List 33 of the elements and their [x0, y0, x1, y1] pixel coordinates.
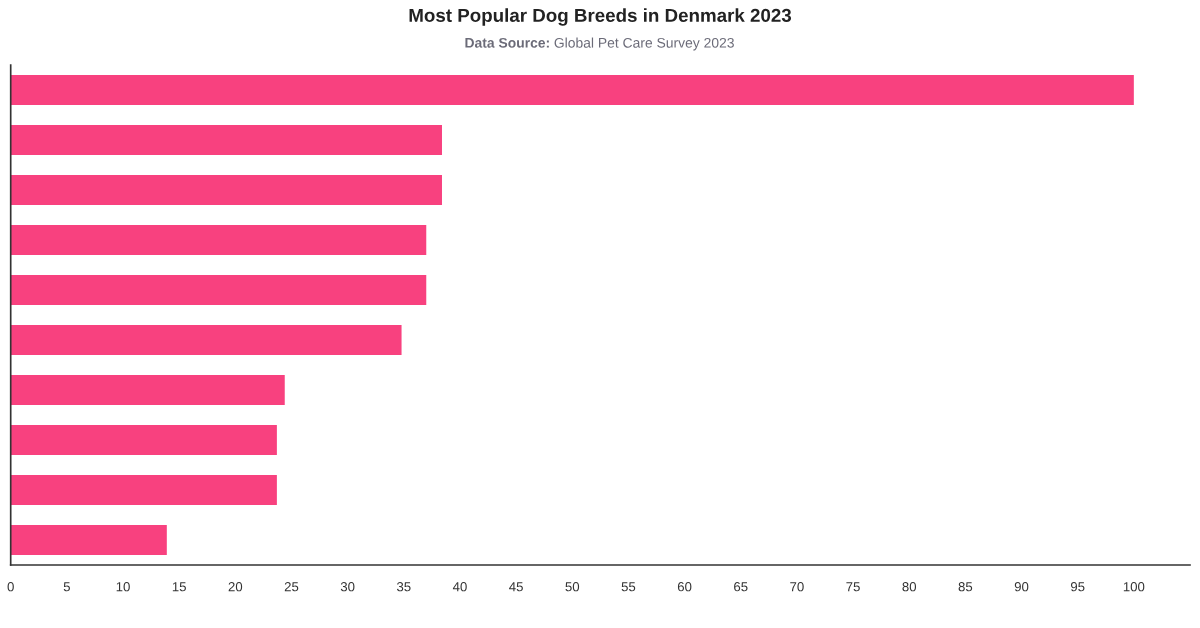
chart-subtitle: Data Source: Global Pet Care Survey 2023: [465, 37, 734, 51]
x-tick-label: 45: [509, 582, 523, 592]
x-tick-label: 60: [677, 582, 692, 592]
x-tick-label: 40: [452, 582, 467, 592]
bar: [10, 375, 285, 405]
chart-title: Most Popular Dog Breeds in Denmark 2023: [409, 8, 792, 26]
x-tick-label: 5: [63, 582, 70, 592]
bar: [10, 125, 442, 155]
bar: [10, 475, 277, 505]
bar: [10, 75, 1134, 105]
x-tick-label: 75: [846, 582, 860, 592]
x-tick-label: 85: [958, 582, 973, 592]
x-tick-label: 25: [284, 582, 299, 592]
x-tick-label: 95: [1070, 582, 1085, 592]
x-tick-label: 55: [621, 582, 636, 592]
x-tick-label: 10: [116, 582, 130, 592]
bar: [10, 425, 277, 455]
x-tick-label: 30: [340, 582, 355, 592]
x-tick-label: 80: [902, 582, 917, 592]
bar: [10, 225, 427, 255]
x-tick-label: 35: [396, 582, 411, 592]
bar: [10, 325, 402, 355]
x-tick-label: 65: [734, 582, 748, 592]
x-tick-label: 100: [1123, 582, 1145, 592]
x-tick-label: 15: [172, 582, 186, 592]
bar: [10, 275, 427, 305]
x-tick-label: 90: [1014, 582, 1029, 592]
bar: [10, 525, 167, 555]
x-tick-label: 20: [228, 582, 243, 592]
x-tick-label: 0: [7, 582, 14, 592]
x-tick-label: 50: [565, 582, 580, 592]
bar: [10, 175, 442, 205]
x-tick-label: 70: [790, 582, 804, 592]
